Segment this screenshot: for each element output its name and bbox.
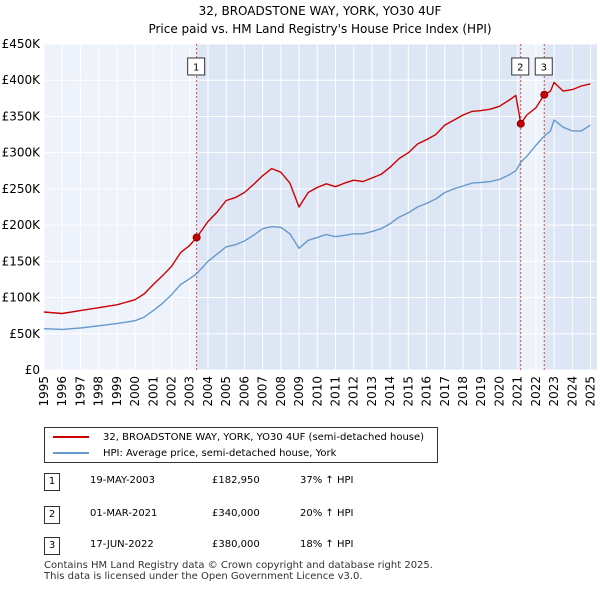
property-series-line (43, 81, 591, 315)
x-tick-label: 2011 (328, 376, 342, 407)
x-tick-label: 2007 (256, 376, 270, 407)
sale-number-label: 3 (541, 63, 547, 74)
legend-item-property: 32, BROADSTONE WAY, YORK, YO30 4UF (semi… (53, 429, 424, 445)
x-tick-label: 1998 (92, 376, 106, 407)
x-tick-label: 2017 (438, 376, 452, 407)
x-tick-label: 2024 (565, 376, 579, 407)
y-tick-label: £50K (9, 327, 41, 341)
sale-marker-number: 3 (44, 537, 60, 555)
y-tick-label: £350K (2, 109, 42, 123)
sale-row: 1 19-MAY-2003 £182,950 37% ↑ HPI (44, 473, 464, 491)
sale-point (516, 119, 525, 128)
sale-number-label: 2 (517, 63, 523, 74)
x-tick-label: 2004 (201, 376, 215, 407)
sale-number-box (187, 57, 206, 76)
ownership-period (544, 44, 596, 370)
x-tick-label: 2001 (146, 376, 160, 407)
chart-title: 32, BROADSTONE WAY, YORK, YO30 4UF (199, 4, 442, 18)
x-tick-label: 2008 (274, 376, 288, 407)
y-tick-label: £100K (2, 291, 42, 305)
x-tick-label: 2003 (183, 376, 197, 407)
x-tick-label: 2005 (219, 376, 233, 407)
y-tick-label: £200K (2, 218, 42, 232)
sale-marker-number: 2 (44, 506, 60, 524)
sale-number-box (534, 57, 553, 76)
sale-row: 2 01-MAR-2021 £340,000 20% ↑ HPI (44, 506, 464, 524)
x-tick-label: 2010 (310, 376, 324, 407)
sale-price: £380,000 (212, 539, 260, 550)
sale-hpi-change: 20% ↑ HPI (300, 508, 354, 519)
y-tick-label: £450K (2, 37, 42, 51)
x-tick-label: 2016 (420, 376, 434, 407)
sale-price: £340,000 (212, 508, 260, 519)
x-tick-label: 1997 (73, 376, 87, 407)
x-tick-label: 2013 (365, 376, 379, 407)
chart-subtitle: Price paid vs. HM Land Registry's House … (148, 22, 491, 36)
y-tick-label: £0 (25, 363, 40, 377)
legend-swatch-property (53, 436, 89, 438)
sale-hpi-change: 37% ↑ HPI (300, 475, 354, 486)
x-tick-label: 2022 (529, 376, 543, 407)
legend-swatch-hpi (53, 452, 89, 454)
attribution-line: Contains HM Land Registry data © Crown c… (44, 560, 433, 571)
sale-price: £182,950 (212, 475, 260, 486)
y-tick-label: £150K (2, 254, 42, 268)
x-tick-label: 2021 (511, 376, 525, 407)
x-tick-label: 2006 (237, 376, 251, 407)
sale-date: 17-JUN-2022 (90, 539, 154, 550)
ownership-period (196, 44, 521, 370)
hpi-series-line (43, 119, 591, 331)
y-tick-label: £250K (2, 182, 42, 196)
x-tick-label: 2025 (584, 376, 598, 407)
sale-number-label: 1 (193, 63, 199, 74)
sale-point (192, 233, 201, 242)
x-tick-label: 2015 (401, 376, 415, 407)
x-tick-label: 2018 (456, 376, 470, 407)
sale-date: 01-MAR-2021 (90, 508, 158, 519)
sale-marker-number: 1 (44, 473, 60, 491)
x-tick-label: 2000 (128, 376, 142, 407)
sale-row: 3 17-JUN-2022 £380,000 18% ↑ HPI (44, 537, 464, 555)
x-tick-label: 2019 (474, 376, 488, 407)
legend-item-hpi: HPI: Average price, semi-detached house,… (53, 445, 336, 461)
attribution: Contains HM Land Registry data © Crown c… (44, 560, 433, 582)
x-tick-label: 2023 (547, 376, 561, 407)
x-tick-label: 1999 (110, 376, 124, 407)
y-tick-label: £300K (2, 146, 42, 160)
x-tick-label: 2012 (347, 376, 361, 407)
price-chart: 32, BROADSTONE WAY, YORK, YO30 4UF Price… (2, 4, 598, 407)
x-tick-label: 2020 (492, 376, 506, 407)
x-tick-label: 2014 (383, 376, 397, 407)
x-tick-label: 2002 (165, 376, 179, 407)
attribution-line: This data is licensed under the Open Gov… (44, 571, 363, 582)
legend-label-property: 32, BROADSTONE WAY, YORK, YO30 4UF (semi… (103, 431, 425, 443)
sale-point (540, 90, 549, 99)
y-tick-label: £400K (2, 73, 42, 87)
sale-number-box (511, 57, 530, 76)
sale-date: 19-MAY-2003 (90, 475, 156, 486)
legend-label-hpi: HPI: Average price, semi-detached house,… (103, 447, 337, 459)
legend: 32, BROADSTONE WAY, YORK, YO30 4UF (semi… (44, 427, 438, 463)
sale-hpi-change: 18% ↑ HPI (300, 539, 354, 550)
x-tick-label: 1996 (55, 376, 69, 407)
x-tick-label: 2009 (292, 376, 306, 407)
x-tick-label: 1995 (37, 376, 51, 407)
